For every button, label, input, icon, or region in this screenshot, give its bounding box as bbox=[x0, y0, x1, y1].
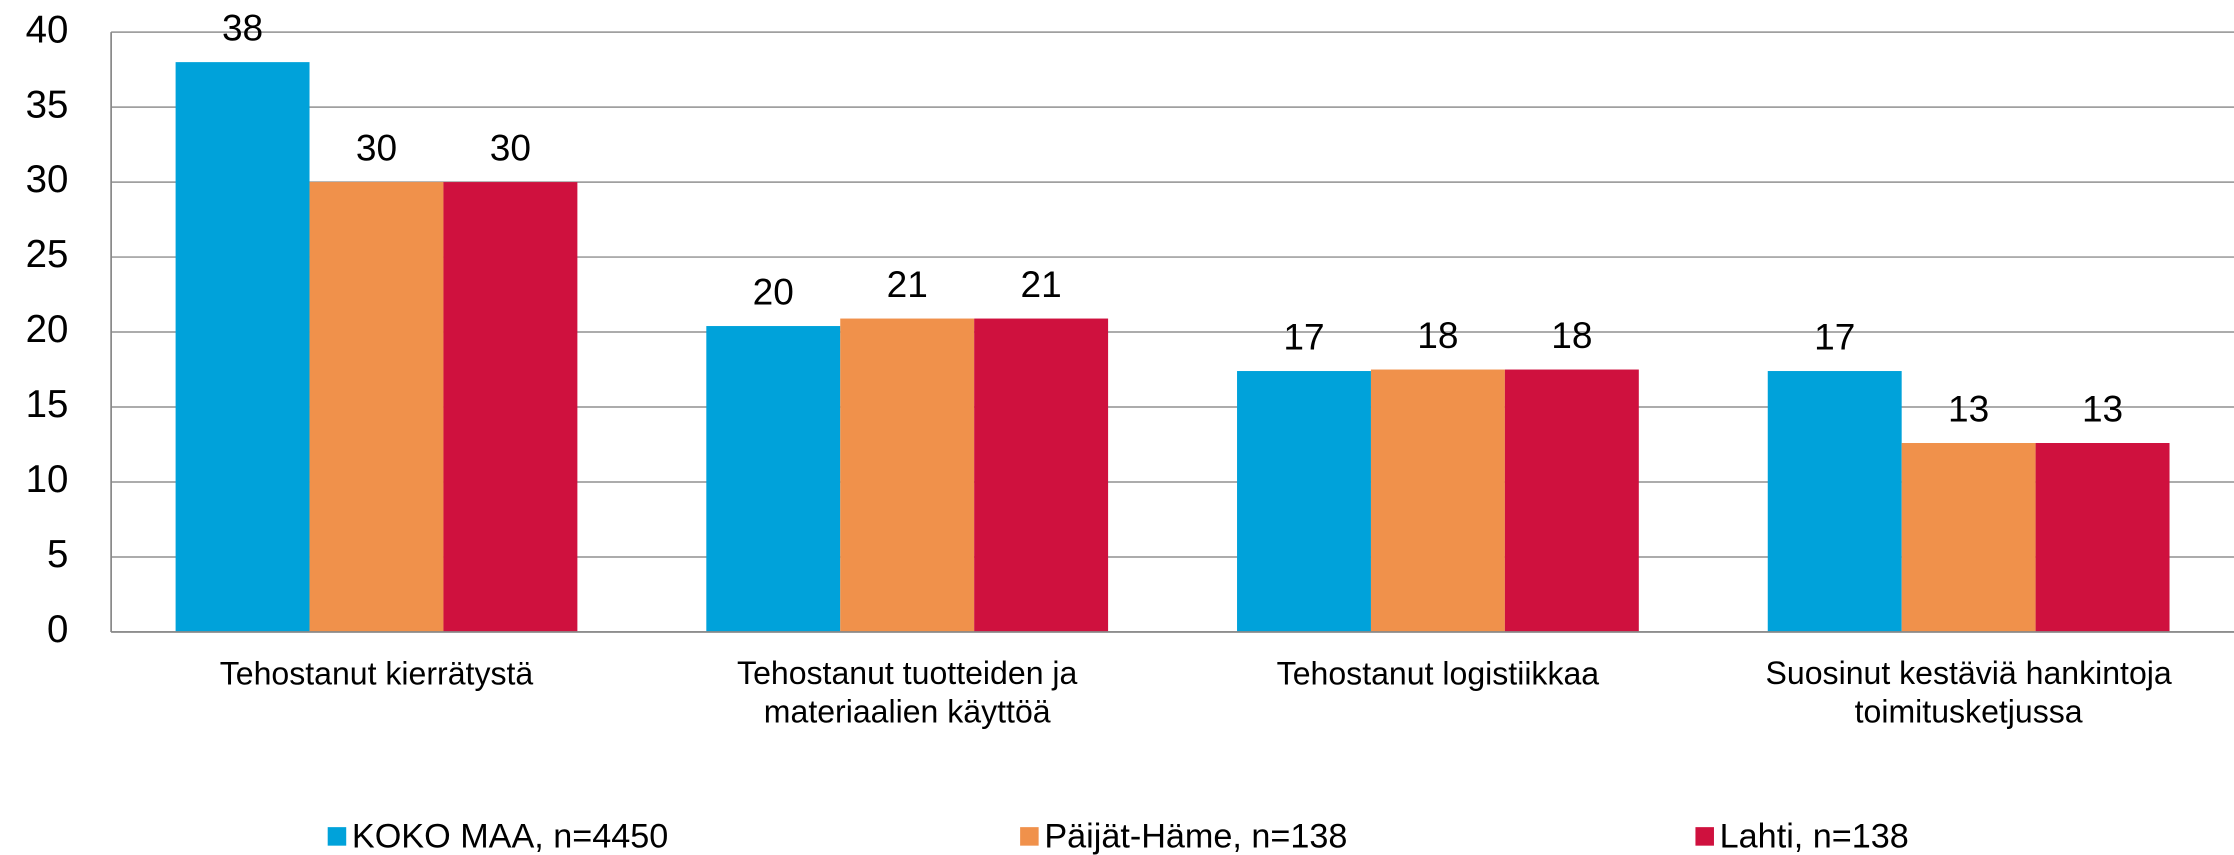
bar bbox=[706, 326, 841, 632]
y-tick-label: 40 bbox=[26, 8, 69, 51]
legend-swatch bbox=[1695, 827, 1714, 846]
data-label: 38 bbox=[222, 7, 263, 49]
bar bbox=[443, 182, 578, 632]
x-tick-label: Suosinut kestäviä hankintoja toimitusketj… bbox=[1766, 656, 2172, 730]
data-label: 30 bbox=[490, 127, 531, 169]
bar bbox=[1504, 369, 1639, 632]
y-tick-label: 30 bbox=[26, 158, 69, 201]
y-tick-label: 25 bbox=[26, 233, 69, 276]
x-tick-label: Tehostanut logistiikkaa bbox=[1277, 656, 1600, 692]
legend-label: Päijät-Häme, n=138 bbox=[1044, 818, 1347, 855]
data-label: 18 bbox=[1551, 314, 1592, 356]
data-label: 21 bbox=[1021, 263, 1062, 305]
data-label: 17 bbox=[1814, 315, 1855, 357]
y-tick-label: 20 bbox=[26, 308, 69, 351]
x-tick-label: Tehostanut kierrätystä bbox=[220, 656, 534, 692]
y-tick-label: 0 bbox=[47, 608, 68, 651]
legend-label: Lahti, n=138 bbox=[1720, 818, 1909, 855]
data-label: 18 bbox=[1417, 314, 1458, 356]
bar bbox=[1901, 443, 2036, 632]
y-tick-label: 35 bbox=[26, 83, 69, 126]
data-label: 20 bbox=[753, 270, 794, 312]
bar bbox=[2035, 443, 2170, 632]
bar bbox=[1370, 369, 1505, 632]
y-tick-label: 5 bbox=[47, 533, 68, 576]
legend-swatch bbox=[1020, 827, 1039, 846]
data-label: 30 bbox=[356, 127, 397, 169]
legend-label: KOKO MAA, n=4450 bbox=[352, 818, 668, 855]
y-tick-label: 10 bbox=[26, 458, 69, 501]
bar bbox=[974, 318, 1109, 632]
data-label: 21 bbox=[887, 263, 928, 305]
bar bbox=[1237, 371, 1371, 632]
y-tick-label: 15 bbox=[26, 383, 69, 426]
bar bbox=[1767, 371, 1902, 632]
data-label: 17 bbox=[1283, 315, 1324, 357]
bar bbox=[175, 62, 310, 632]
bar bbox=[309, 182, 444, 632]
data-label: 13 bbox=[1948, 387, 1989, 429]
x-tick-label: Tehostanut tuotteiden ja materiaalien käy… bbox=[737, 656, 1077, 730]
legend-swatch bbox=[327, 827, 347, 846]
bar bbox=[840, 318, 975, 632]
data-label: 13 bbox=[2082, 387, 2123, 429]
